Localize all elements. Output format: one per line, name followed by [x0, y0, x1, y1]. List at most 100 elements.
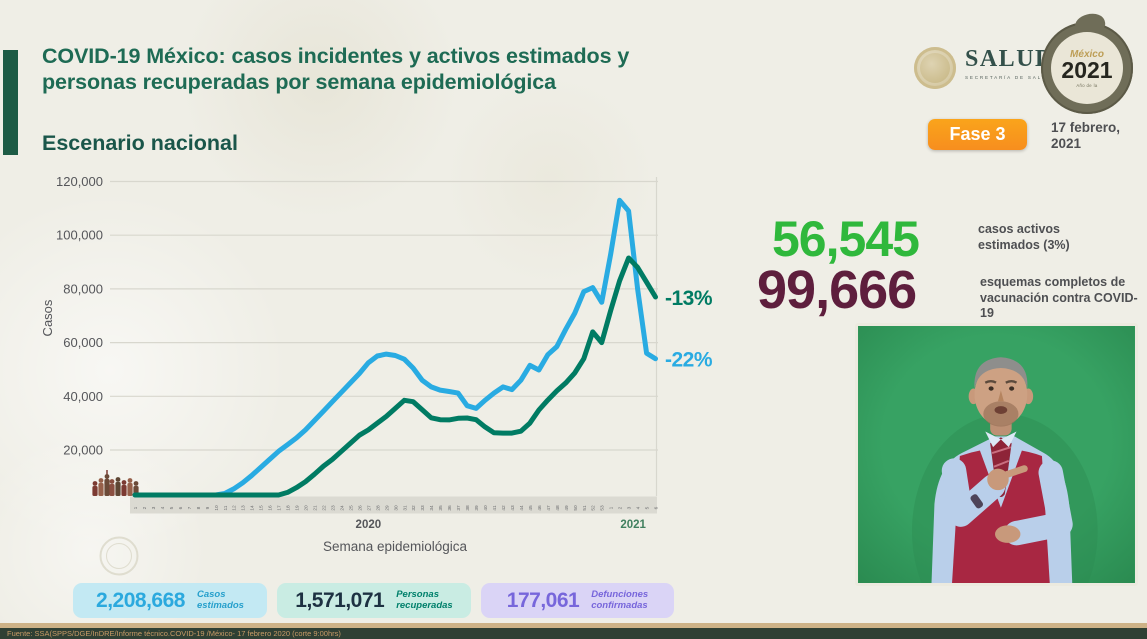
x-axis-week-tick-label: 1: [609, 506, 615, 509]
crowd-figures-icon: [98, 483, 104, 496]
x-axis-week-tick-label: 3: [627, 506, 633, 509]
x-axis-week-tick-label: 6: [654, 506, 660, 509]
x-axis-week-tick-label: 20: [304, 505, 310, 511]
x-axis-week-tick-label: 29: [384, 505, 390, 511]
stat-value: 177,061: [506, 588, 580, 612]
phase-badge: Fase 3: [928, 119, 1027, 150]
salud-logo-subtext: SECRETARÍA DE SALUD: [965, 75, 1053, 80]
x-axis-week-tick-label: 42: [501, 505, 507, 511]
crowd-figures-icon: [109, 479, 115, 484]
x-axis-week-tick-label: 21: [313, 505, 319, 511]
x-axis-week-tick-label: 33: [420, 505, 426, 511]
x-axis-week-tick-label: 39: [474, 505, 480, 511]
x-axis-week-tick-label: 12: [232, 505, 238, 511]
crowd-figures-icon: [133, 481, 139, 486]
crowd-figures-icon: [121, 480, 127, 485]
stat-pill-deaths: 177,061 Defunciones confirmadas: [481, 583, 674, 618]
series-end-annotation: -13%: [665, 287, 713, 310]
x-axis-week-tick-label: 28: [375, 505, 381, 511]
crowd-figures-icon: [104, 479, 110, 496]
x-axis-week-tick-label: 31: [402, 505, 408, 511]
y-axis-title: Casos: [40, 299, 55, 336]
stat-pill-recovered: 1,571,071 Personas recuperadas: [277, 583, 471, 618]
y-axis-tick-label: 80,000: [63, 281, 103, 296]
x-axis-year-label: 2020: [356, 519, 382, 531]
mexico-logo-name: México: [1070, 48, 1104, 60]
crowd-figures-icon: [115, 477, 121, 482]
x-axis-week-tick-label: 6: [178, 506, 184, 509]
kpi-vaccination-label: esquemas completos de vacunación contra …: [980, 275, 1138, 321]
x-axis-week-tick-label: 40: [483, 505, 489, 511]
x-axis-week-tick-label: 36: [447, 505, 453, 511]
x-axis-week-tick-label: 32: [411, 505, 417, 511]
y-axis-tick-label: 20,000: [63, 443, 103, 458]
x-axis-week-tick-label: 46: [537, 505, 543, 511]
crowd-figures-icon: [104, 474, 110, 479]
x-axis-week-tick-label: 44: [519, 505, 525, 511]
seal-watermark-icon: [99, 536, 139, 576]
x-axis-week-tick-label: 16: [268, 505, 274, 511]
x-axis-week-tick-label: 18: [286, 505, 292, 511]
crowd-figures-icon: [92, 481, 98, 486]
x-axis-week-tick-label: 4: [636, 506, 642, 509]
x-axis-week-tick-label: 10: [214, 505, 220, 511]
x-axis-week-tick-label: 7: [187, 506, 193, 509]
x-axis-week-tick-label: 41: [492, 505, 498, 511]
x-axis-week-tick-label: 5: [645, 506, 651, 509]
seal-watermark-icon: [106, 543, 132, 569]
x-axis-week-tick-label: 9: [205, 506, 211, 509]
crowd-figures-icon: [109, 484, 115, 496]
y-axis-tick-label: 40,000: [63, 389, 103, 404]
y-axis-tick-label: 100,000: [56, 228, 103, 243]
crowd-figures-icon: [133, 486, 139, 496]
x-axis-week-tick-label: 45: [528, 505, 534, 511]
mexico-logo-subtext: Año de la: [1076, 82, 1098, 88]
series-line-personas-recuperadas: [132, 255, 658, 498]
stat-label: Defunciones confirmadas: [591, 588, 649, 611]
report-date: 17 febrero, 2021: [1051, 120, 1121, 151]
x-axis-band: [130, 496, 657, 514]
x-axis-week-tick-label: 1: [133, 506, 139, 509]
salud-logo: SALUD SECRETARÍA DE SALUD: [914, 47, 1054, 89]
salud-seal-icon: [914, 47, 956, 89]
x-axis-week-tick-label: 8: [196, 506, 202, 509]
x-axis-week-tick-label: 35: [438, 505, 444, 511]
x-axis-week-tick-label: 51: [582, 505, 588, 511]
crowd-figures-icon: [127, 483, 133, 496]
kpi-active-cases-label: casos activos estimados (3%): [978, 222, 1070, 252]
interpreter-illustration: [858, 326, 1135, 583]
x-axis-week-tick-label: 53: [600, 505, 606, 511]
crowd-figures-icon: [127, 478, 133, 483]
crowd-figures-icon: [92, 486, 98, 496]
x-axis-week-tick-label: 50: [573, 505, 579, 511]
x-axis-week-tick-label: 22: [321, 505, 327, 511]
x-axis-week-tick-label: 47: [546, 505, 552, 511]
x-axis-week-tick-label: 38: [465, 505, 471, 511]
kpi-active-cases-value: 56,545: [772, 211, 920, 267]
x-axis-week-tick-label: 15: [259, 505, 265, 511]
x-axis-week-tick-label: 27: [366, 505, 372, 511]
stat-value: 2,208,668: [96, 588, 185, 612]
footer-accent-line: [0, 623, 1147, 628]
y-axis-tick-label: 120,000: [56, 174, 103, 189]
background-watermark: [0, 160, 310, 580]
crowd-figures-icon: [115, 482, 121, 496]
x-axis-week-tick-label: 2: [142, 506, 148, 509]
x-axis-week-tick-label: 26: [357, 505, 363, 511]
x-axis-year-label: 2021: [620, 519, 646, 531]
x-axis-week-tick-label: 2: [618, 506, 624, 509]
x-axis-week-tick-label: 24: [339, 505, 345, 511]
y-axis-tick-label: 60,000: [63, 335, 103, 350]
crowd-figures-icon: [121, 485, 127, 496]
x-axis-title: Semana epidemiológica: [323, 539, 468, 554]
x-axis-week-tick-label: 37: [456, 505, 462, 511]
stat-value: 1,571,071: [295, 588, 385, 612]
series-end-annotation: -22%: [665, 349, 713, 372]
sign-language-interpreter-video: [855, 323, 1138, 586]
x-axis-week-tick-label: 14: [250, 505, 256, 511]
x-axis-week-tick-label: 43: [510, 505, 516, 511]
mexico-logo-year: 2021: [1061, 56, 1113, 83]
x-axis-week-tick-label: 48: [555, 505, 561, 511]
x-axis-week-tick-label: 13: [241, 505, 247, 511]
